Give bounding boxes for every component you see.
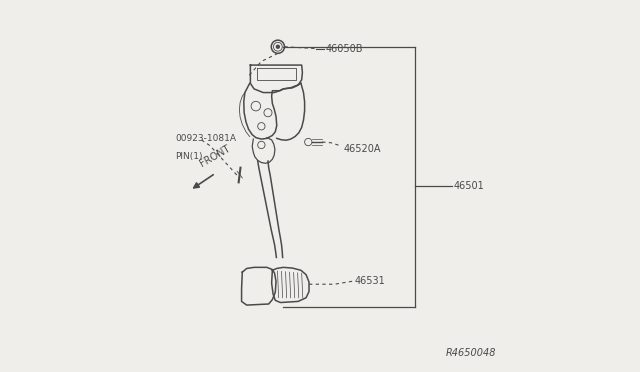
Text: FRONT: FRONT — [198, 143, 232, 169]
Text: PIN(1): PIN(1) — [175, 152, 203, 161]
Text: 46501: 46501 — [454, 181, 484, 191]
Text: 00923-1081A: 00923-1081A — [175, 134, 236, 143]
Text: R4650048: R4650048 — [445, 348, 496, 358]
Text: 46531: 46531 — [355, 276, 385, 286]
Text: 46050B: 46050B — [325, 44, 363, 54]
Text: 46520A: 46520A — [344, 144, 381, 154]
Circle shape — [276, 45, 280, 49]
